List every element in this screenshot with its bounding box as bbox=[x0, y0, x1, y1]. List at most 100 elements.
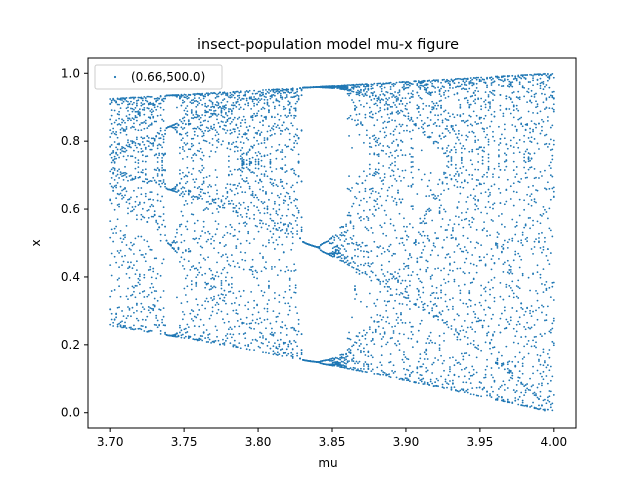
scatter-point bbox=[271, 268, 273, 270]
scatter-point bbox=[232, 184, 235, 186]
scatter-point bbox=[432, 242, 435, 245]
scatter-point bbox=[478, 381, 481, 383]
scatter-point bbox=[201, 197, 204, 200]
scatter-point bbox=[345, 225, 347, 227]
scatter-point bbox=[449, 356, 451, 359]
scatter-point bbox=[383, 136, 386, 139]
scatter-point bbox=[204, 102, 207, 105]
scatter-point bbox=[164, 185, 166, 188]
scatter-point bbox=[343, 256, 346, 258]
scatter-point bbox=[230, 104, 233, 106]
scatter-point bbox=[376, 313, 379, 316]
scatter-point bbox=[422, 127, 425, 130]
scatter-point bbox=[392, 372, 395, 374]
scatter-point bbox=[437, 79, 439, 82]
scatter-point bbox=[248, 268, 251, 271]
scatter-point bbox=[444, 282, 447, 284]
scatter-point bbox=[213, 277, 215, 280]
scatter-point bbox=[251, 338, 254, 341]
scatter-point bbox=[118, 98, 120, 101]
scatter-point bbox=[201, 169, 204, 171]
scatter-point bbox=[410, 337, 413, 340]
scatter-point bbox=[443, 136, 445, 138]
scatter-point bbox=[253, 299, 256, 302]
scatter-point bbox=[230, 226, 233, 229]
scatter-point bbox=[472, 343, 475, 346]
scatter-point bbox=[454, 389, 457, 392]
scatter-point bbox=[431, 85, 434, 87]
scatter-point bbox=[446, 229, 448, 231]
scatter-point bbox=[459, 192, 462, 195]
scatter-point bbox=[229, 183, 232, 186]
scatter-point bbox=[388, 322, 391, 325]
scatter-point bbox=[130, 96, 132, 99]
scatter-point bbox=[431, 82, 434, 85]
scatter-point bbox=[278, 100, 281, 103]
scatter-point bbox=[227, 320, 230, 323]
scatter-point bbox=[161, 195, 164, 198]
scatter-point bbox=[444, 97, 447, 99]
scatter-point bbox=[109, 295, 112, 298]
scatter-point bbox=[435, 292, 438, 294]
scatter-point bbox=[297, 209, 300, 212]
scatter-point bbox=[288, 305, 291, 308]
scatter-point bbox=[319, 86, 322, 89]
scatter-point bbox=[388, 250, 391, 253]
scatter-point bbox=[146, 100, 149, 103]
scatter-point bbox=[377, 98, 380, 101]
scatter-point bbox=[404, 322, 407, 324]
scatter-point bbox=[220, 120, 223, 123]
scatter-point bbox=[143, 330, 146, 332]
scatter-point bbox=[440, 95, 442, 97]
scatter-point bbox=[337, 252, 340, 255]
scatter-point bbox=[453, 130, 456, 132]
scatter-point bbox=[403, 114, 405, 117]
scatter-point bbox=[342, 364, 345, 367]
scatter-point bbox=[284, 144, 287, 147]
scatter-point bbox=[253, 89, 256, 92]
scatter-point bbox=[377, 153, 380, 156]
scatter-point bbox=[440, 107, 442, 109]
scatter-point bbox=[156, 97, 159, 99]
scatter-point bbox=[443, 369, 445, 372]
scatter-point bbox=[273, 266, 276, 268]
scatter-point bbox=[401, 81, 404, 83]
scatter-point bbox=[149, 329, 152, 332]
scatter-point bbox=[152, 198, 155, 201]
scatter-point bbox=[159, 95, 162, 98]
scatter-point bbox=[245, 137, 248, 140]
scatter-point bbox=[131, 125, 134, 128]
scatter-point bbox=[377, 155, 380, 158]
scatter-point bbox=[275, 149, 278, 152]
scatter-point bbox=[296, 134, 299, 137]
scatter-point bbox=[226, 256, 229, 259]
scatter-point bbox=[164, 169, 166, 171]
scatter-point bbox=[198, 150, 201, 153]
scatter-point bbox=[238, 207, 241, 210]
scatter-point bbox=[122, 188, 125, 191]
scatter-point bbox=[417, 329, 420, 332]
scatter-point bbox=[208, 174, 211, 177]
scatter-point bbox=[337, 256, 340, 258]
scatter-point bbox=[377, 320, 380, 323]
scatter-point bbox=[363, 329, 365, 332]
scatter-point bbox=[284, 341, 287, 344]
scatter-point bbox=[420, 380, 423, 383]
scatter-point bbox=[144, 168, 147, 171]
scatter-point bbox=[466, 343, 469, 346]
scatter-point bbox=[124, 194, 126, 197]
scatter-point bbox=[276, 88, 279, 91]
scatter-point bbox=[233, 116, 236, 119]
scatter-point bbox=[388, 155, 391, 158]
scatter-point bbox=[186, 175, 189, 178]
scatter-point bbox=[176, 296, 178, 299]
scatter-point bbox=[204, 105, 207, 107]
scatter-point bbox=[143, 276, 146, 279]
scatter-point bbox=[425, 259, 428, 262]
scatter-point bbox=[469, 226, 472, 229]
scatter-point bbox=[371, 116, 374, 119]
scatter-point bbox=[141, 207, 144, 210]
scatter-point bbox=[112, 190, 115, 192]
scatter-point bbox=[180, 334, 183, 337]
